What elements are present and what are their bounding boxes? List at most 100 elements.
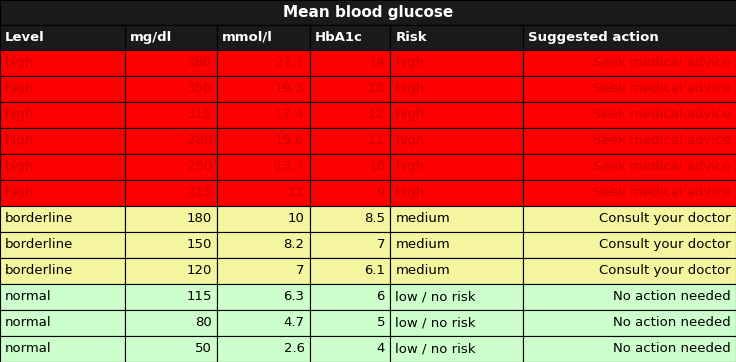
Bar: [217, 102, 310, 128]
Text: Suggested action: Suggested action: [528, 31, 659, 44]
Text: 15.6: 15.6: [275, 134, 305, 147]
Text: 5: 5: [377, 316, 385, 329]
Bar: [523, 336, 736, 362]
Bar: [0, 258, 124, 284]
Text: 10: 10: [368, 160, 385, 173]
Text: borderline: borderline: [5, 265, 74, 278]
Bar: [310, 154, 390, 180]
Bar: [217, 180, 310, 206]
Text: high: high: [5, 186, 35, 199]
Text: 250: 250: [187, 160, 212, 173]
Text: 6: 6: [377, 290, 385, 303]
Text: Mean blood glucose: Mean blood glucose: [283, 5, 453, 20]
Text: 7: 7: [296, 265, 305, 278]
Bar: [310, 102, 390, 128]
Bar: [124, 25, 217, 50]
Bar: [523, 180, 736, 206]
Text: 2.6: 2.6: [283, 342, 305, 355]
Text: high: high: [5, 83, 35, 96]
Text: low / no risk: low / no risk: [395, 316, 475, 329]
Bar: [523, 284, 736, 310]
Text: high: high: [5, 134, 35, 147]
Text: 4.7: 4.7: [283, 316, 305, 329]
Text: 6.1: 6.1: [364, 265, 385, 278]
Text: Seek medical advice: Seek medical advice: [593, 83, 731, 96]
Bar: [523, 310, 736, 336]
Bar: [124, 206, 217, 232]
Text: No action needed: No action needed: [613, 290, 731, 303]
Bar: [310, 284, 390, 310]
Bar: [390, 76, 523, 102]
Text: 6.3: 6.3: [283, 290, 305, 303]
Text: Consult your doctor: Consult your doctor: [599, 212, 731, 226]
Text: 10: 10: [288, 212, 305, 226]
Bar: [217, 76, 310, 102]
Bar: [523, 25, 736, 50]
Text: high: high: [395, 56, 425, 70]
Bar: [523, 76, 736, 102]
Bar: [0, 180, 124, 206]
Text: 21.1: 21.1: [275, 56, 305, 70]
Text: high: high: [395, 160, 425, 173]
Bar: [217, 128, 310, 154]
Text: 13.7: 13.7: [275, 160, 305, 173]
Text: normal: normal: [5, 316, 52, 329]
Text: high: high: [395, 186, 425, 199]
Bar: [124, 336, 217, 362]
Bar: [0, 50, 124, 76]
Bar: [217, 25, 310, 50]
Text: high: high: [5, 56, 35, 70]
Bar: [310, 25, 390, 50]
Text: 215: 215: [186, 186, 212, 199]
Bar: [390, 50, 523, 76]
Text: borderline: borderline: [5, 239, 74, 252]
Bar: [124, 154, 217, 180]
Text: 7: 7: [377, 239, 385, 252]
Text: Consult your doctor: Consult your doctor: [599, 265, 731, 278]
Bar: [217, 336, 310, 362]
Text: 50: 50: [195, 342, 212, 355]
Text: 315: 315: [186, 109, 212, 121]
Text: No action needed: No action needed: [613, 342, 731, 355]
Text: 13: 13: [368, 83, 385, 96]
Text: 80: 80: [195, 316, 212, 329]
Text: high: high: [395, 134, 425, 147]
Bar: [217, 284, 310, 310]
Text: 180: 180: [187, 212, 212, 226]
Text: 280: 280: [187, 134, 212, 147]
Text: 17.4: 17.4: [275, 109, 305, 121]
Text: mg/dl: mg/dl: [130, 31, 172, 44]
Bar: [390, 336, 523, 362]
Bar: [124, 102, 217, 128]
Bar: [310, 180, 390, 206]
Text: low / no risk: low / no risk: [395, 290, 475, 303]
Bar: [217, 206, 310, 232]
Bar: [0, 284, 124, 310]
Bar: [217, 258, 310, 284]
Text: 150: 150: [187, 239, 212, 252]
Bar: [124, 258, 217, 284]
Bar: [390, 154, 523, 180]
Text: high: high: [5, 160, 35, 173]
Bar: [390, 206, 523, 232]
Bar: [217, 310, 310, 336]
Bar: [124, 76, 217, 102]
Text: 4: 4: [377, 342, 385, 355]
Bar: [310, 232, 390, 258]
Text: 9: 9: [377, 186, 385, 199]
Bar: [390, 102, 523, 128]
Bar: [217, 50, 310, 76]
Bar: [390, 310, 523, 336]
Bar: [390, 232, 523, 258]
Text: Consult your doctor: Consult your doctor: [599, 239, 731, 252]
Bar: [0, 336, 124, 362]
Bar: [0, 154, 124, 180]
Text: normal: normal: [5, 290, 52, 303]
Bar: [0, 76, 124, 102]
Bar: [0, 232, 124, 258]
Bar: [0, 310, 124, 336]
Text: 8.2: 8.2: [283, 239, 305, 252]
Bar: [310, 206, 390, 232]
Bar: [124, 232, 217, 258]
Bar: [310, 258, 390, 284]
